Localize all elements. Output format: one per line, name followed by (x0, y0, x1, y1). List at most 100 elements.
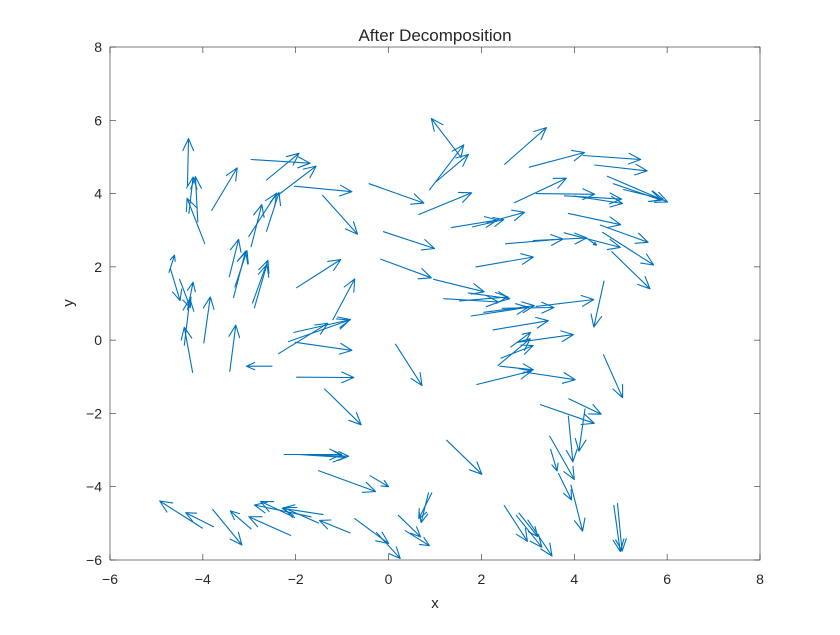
quiver-arrow (517, 330, 574, 343)
quiver-arrow (265, 152, 300, 181)
quiver-arrow (182, 138, 195, 187)
y-tick-label: −4 (86, 479, 102, 495)
quiver-arrow (446, 439, 483, 475)
quiver-arrow (318, 519, 351, 534)
quiver-arrow (418, 191, 473, 216)
quiver-arrow (535, 294, 595, 307)
quiver-arrow (323, 388, 362, 426)
quiver-arrow (159, 500, 203, 529)
x-tick-label: −6 (102, 571, 118, 587)
y-tick-label: −6 (86, 552, 102, 568)
quiver-arrow (296, 258, 342, 289)
quiver-arrow (169, 268, 183, 302)
quiver-arrow (523, 371, 576, 384)
quiver-arrow (211, 167, 238, 211)
quiver-arrow (369, 475, 390, 488)
arrows-layer (159, 117, 669, 560)
ticks-layer: −6 −4 −2 0 2 4 6 8 −6 −4 −2 0 2 4 6 8 (86, 39, 764, 587)
quiver-arrow (599, 224, 649, 244)
quiver-arrow (570, 484, 586, 532)
quiver-arrow (294, 341, 353, 355)
quiver-arrow (296, 371, 355, 384)
quiver-arrow (503, 504, 528, 542)
axes-box (109, 46, 761, 561)
plot-area (110, 47, 760, 560)
x-tick-label: −2 (288, 571, 304, 587)
chart-title: After Decomposition (358, 26, 511, 45)
quiver-arrow (281, 504, 324, 517)
y-tick-label: −2 (86, 405, 102, 421)
quiver-arrow (549, 435, 575, 480)
y-tick-label: 0 (94, 332, 102, 348)
quiver-arrow (435, 153, 469, 183)
x-tick-label: 8 (756, 571, 764, 587)
x-axis-label: x (431, 595, 439, 612)
quiver-arrow (602, 354, 624, 399)
quiver-arrow (472, 216, 505, 228)
y-axis-label: y (60, 299, 77, 307)
quiver-arrow (229, 510, 252, 530)
quiver-arrow (557, 472, 573, 501)
quiver-arrow (430, 117, 461, 157)
quiver-arrow (245, 361, 273, 371)
quiver-arrow (368, 183, 425, 205)
quiver-arrow (287, 318, 351, 343)
quiver-arrow (293, 184, 353, 197)
quiver-arrow (397, 514, 422, 538)
quiver-arrow (228, 238, 242, 278)
x-tick-label: −4 (195, 571, 211, 587)
quiver-arrow (532, 232, 588, 245)
quiver-arrow (316, 450, 350, 461)
quiver-arrow (232, 250, 249, 299)
quiver-arrow (253, 501, 312, 518)
quiver-arrow (248, 516, 292, 536)
quiver-arrow (185, 512, 215, 528)
quiver-arrow (588, 239, 598, 246)
quiver-arrow (382, 231, 436, 251)
quiver-arrow (186, 281, 196, 311)
x-tick-label: 6 (663, 571, 671, 587)
quiver-arrow (375, 531, 401, 560)
quiver-arrow (428, 144, 465, 191)
quiver-arrow (202, 296, 215, 344)
quiver-arrow (486, 209, 526, 224)
quiver-arrow (594, 163, 648, 176)
quiver-arrow (380, 258, 432, 280)
quiver-arrow (277, 165, 317, 196)
quiver-arrow (404, 530, 430, 547)
quiver-arrow (582, 152, 642, 165)
quiver-arrow (475, 253, 534, 268)
quiver-arrow (250, 156, 311, 169)
quiver-arrow (602, 231, 655, 266)
y-tick-label: 8 (94, 39, 102, 55)
quiver-arrow (212, 508, 243, 546)
quiver-arrow (563, 232, 621, 251)
quiver-arrow (433, 278, 485, 295)
quiver-arrow (394, 343, 423, 387)
quiver-arrow (611, 251, 651, 290)
quiver-arrow (568, 398, 602, 415)
quiver-arrow (518, 512, 539, 538)
quiver-arrow (283, 506, 320, 524)
quiver-arrow (185, 197, 206, 244)
quiver-arrow (180, 326, 194, 373)
quiver-arrow (277, 322, 329, 355)
quiver-arrow (332, 278, 356, 321)
quiver-arrow (322, 194, 359, 235)
quiver-arrow (550, 448, 559, 472)
quiver-arrow (573, 195, 624, 208)
x-tick-label: 4 (570, 571, 578, 587)
x-tick-label: 0 (385, 571, 393, 587)
quiver-arrow (615, 503, 627, 552)
quiver-arrow (612, 504, 625, 553)
quiver-arrow (317, 470, 377, 493)
quiver-arrow (622, 188, 664, 203)
quiver-arrow (492, 316, 549, 331)
quiver-arrow (283, 448, 343, 461)
quiver-arrow (501, 301, 555, 314)
x-tick-label: 2 (478, 571, 486, 587)
quiver-arrow (190, 176, 202, 223)
y-tick-label: 2 (94, 259, 102, 275)
